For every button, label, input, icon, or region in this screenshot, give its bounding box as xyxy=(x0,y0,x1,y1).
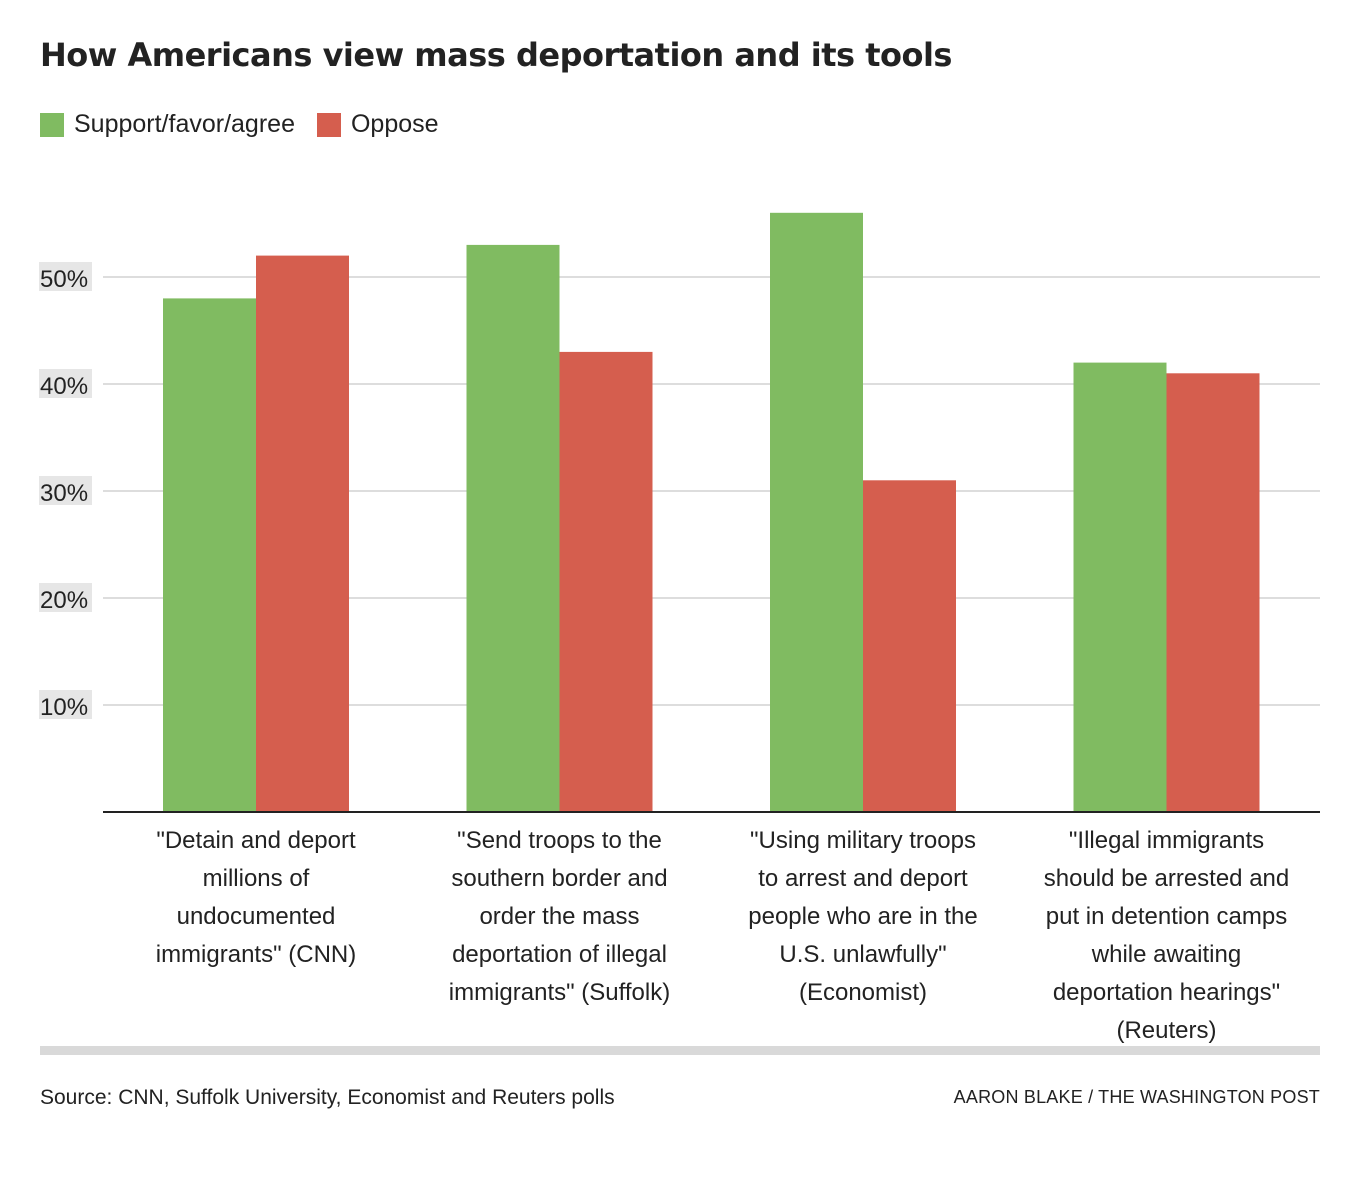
legend: Support/favor/agree Oppose xyxy=(40,110,461,139)
bar-oppose-2 xyxy=(559,351,653,812)
x-tick-label-line: "Detain and deport xyxy=(156,827,356,854)
y-tick-bg-40 xyxy=(39,369,92,398)
x-tick-label-line: (Economist) xyxy=(798,979,928,1006)
x-tick-label-line: order the mass xyxy=(479,903,640,930)
x-tick-label-line: U.S. unlawfully" xyxy=(779,941,947,968)
y-tick-bg-30 xyxy=(39,476,92,505)
legend-item-support: Support/favor/agree xyxy=(40,110,295,139)
footer-divider xyxy=(40,1046,1320,1055)
legend-label-oppose: Oppose xyxy=(350,110,439,138)
x-tick-label-line: millions of xyxy=(202,865,310,892)
y-tick-bg-10 xyxy=(39,690,92,719)
x-tick-label-line: "Using military troops xyxy=(750,827,976,854)
legend-item-oppose: Oppose xyxy=(316,110,439,139)
bar-oppose-4 xyxy=(1166,373,1260,812)
bar-support-3 xyxy=(770,212,863,813)
x-tick-label-line: deportation of illegal xyxy=(452,941,667,968)
x-tick-label-line: "Illegal immigrants xyxy=(1068,827,1265,854)
bar-support-2 xyxy=(466,244,560,812)
legend-swatch-oppose xyxy=(316,112,341,137)
chart-title: How Americans view mass deportation and … xyxy=(40,36,952,74)
x-tick-label-line: undocumented xyxy=(176,903,336,930)
x-tick-label-4: "Illegal immigrants should be arrested an… xyxy=(1027,822,1307,1050)
x-tick-label-line: to arrest and deport xyxy=(758,865,968,892)
x-tick-label-line: immigrants" (CNN) xyxy=(155,941,357,968)
x-tick-label-3: "Using military troops to arrest and depo… xyxy=(723,822,1003,1012)
y-tick-label-10: 10% xyxy=(40,694,88,721)
bar-support-1 xyxy=(163,298,256,812)
bar-oppose-1 xyxy=(256,255,349,813)
x-tick-label-line: southern border and xyxy=(451,865,668,892)
bar-support-4 xyxy=(1073,362,1167,812)
x-tick-label-line: deportation hearings" xyxy=(1052,979,1281,1006)
legend-label-support: Support/favor/agree xyxy=(74,110,295,138)
x-tick-label-2: "Send troops to the southern border and or… xyxy=(420,822,700,1012)
legend-swatch-support xyxy=(40,112,64,137)
x-tick-label-line: "Send troops to the xyxy=(457,827,662,854)
y-tick-bg-50 xyxy=(39,262,92,291)
x-tick-label-line: should be arrested and xyxy=(1043,865,1290,892)
y-tick-label-40: 40% xyxy=(40,373,88,400)
source-note: Source: CNN, Suffolk University, Economi… xyxy=(40,1086,615,1109)
y-tick-bg-20 xyxy=(39,583,92,612)
x-tick-label-line: put in detention camps xyxy=(1045,903,1288,930)
x-tick-label-line: while awaiting xyxy=(1091,941,1242,968)
y-tick-label-50: 50% xyxy=(40,266,88,293)
bar-oppose-3 xyxy=(863,480,956,812)
y-tick-label-20: 20% xyxy=(40,587,88,614)
y-tick-label-30: 30% xyxy=(40,480,88,507)
x-tick-label-line: (Reuters) xyxy=(1116,1017,1217,1044)
x-tick-label-line: immigrants" (Suffolk) xyxy=(448,979,671,1006)
x-tick-label-1: "Detain and deport millions of undocumente… xyxy=(116,822,396,974)
credit-line: AARON BLAKE / THE WASHINGTON POST xyxy=(953,1087,1320,1107)
x-tick-label-line: people who are in the xyxy=(748,903,978,930)
